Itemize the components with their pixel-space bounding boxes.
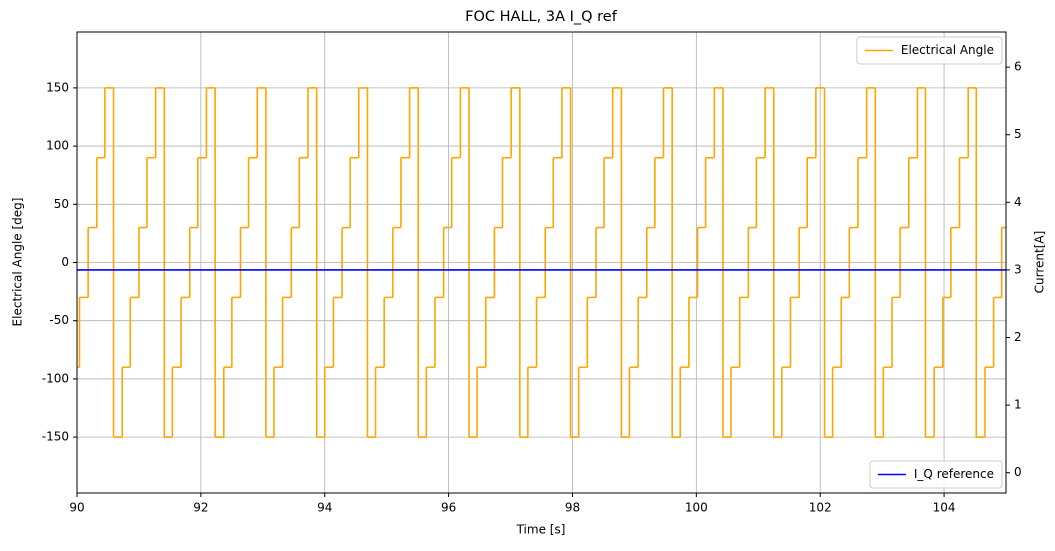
x-tick-label: 100 <box>685 501 708 515</box>
chart-title: FOC HALL, 3A I_Q ref <box>465 9 618 25</box>
legend-label: Electrical Angle <box>901 43 994 57</box>
y2-tick-label: 4 <box>1014 195 1022 209</box>
y2-axis-label: Current[A] <box>1033 231 1047 294</box>
legend: I_Q reference <box>869 460 1003 489</box>
y-axis-label: Electrical Angle [deg] <box>11 198 25 327</box>
y-tick-label: -50 <box>49 313 69 327</box>
y2-tick-label: 0 <box>1014 465 1022 479</box>
plot-frame <box>76 31 1007 494</box>
y2-tick-label: 3 <box>1014 262 1022 276</box>
legend: Electrical Angle <box>856 36 1003 65</box>
y-tick-label: 150 <box>46 80 69 94</box>
x-tick-label: 102 <box>809 501 832 515</box>
x-tick-label: 98 <box>565 501 580 515</box>
y2-tick-label: 1 <box>1014 398 1022 412</box>
series <box>77 87 1006 438</box>
x-axis-label: Time [s] <box>516 523 566 537</box>
x-tick-label: 96 <box>441 501 456 515</box>
y2-tick-label: 5 <box>1014 127 1022 141</box>
x-tick-label: 90 <box>69 501 84 515</box>
y-tick-label: -100 <box>42 371 69 385</box>
y-tick-label: 100 <box>46 139 69 153</box>
x-tick-label: 92 <box>193 501 208 515</box>
legend-box <box>869 460 1003 489</box>
y2-tick-label: 2 <box>1014 330 1022 344</box>
y-tick-label: 50 <box>54 197 69 211</box>
y2-tick-label: 6 <box>1014 60 1022 74</box>
y-tick-label: -150 <box>42 430 69 444</box>
x-tick-label: 104 <box>933 501 956 515</box>
y-tick-label: 0 <box>61 255 69 269</box>
legend-label: I_Q reference <box>914 467 994 481</box>
x-tick-label: 94 <box>317 501 332 515</box>
legend-box <box>856 36 1003 65</box>
